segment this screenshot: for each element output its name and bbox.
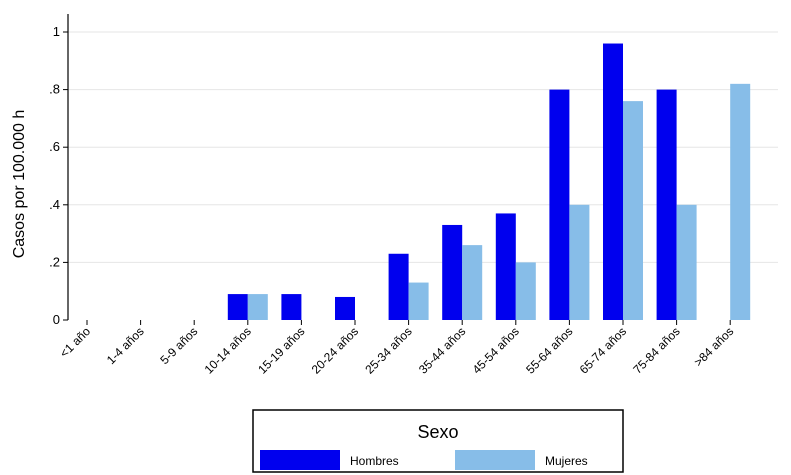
y-axis-label: Casos por 100.000 h — [11, 110, 28, 259]
legend-title: Sexo — [417, 422, 458, 442]
y-tick-label: .8 — [49, 82, 60, 97]
bars — [227, 43, 751, 321]
x-tick-label: >84 años — [691, 324, 736, 369]
x-axis-ticks: <1 año 1-4 años 5-9 años 10-14 años 15-19 añ… — [57, 320, 736, 377]
bar-mujeres-8 — [515, 262, 536, 320]
y-tick-label: .6 — [49, 139, 60, 154]
x-tick-label: 25-34 años — [362, 324, 414, 376]
x-tick-label: 1-4 años — [104, 324, 147, 367]
x-tick-label: 20-24 años — [309, 324, 361, 376]
bar-mujeres-7 — [462, 245, 483, 320]
bar-mujeres-12 — [730, 83, 751, 320]
bar-hombres-9 — [549, 89, 570, 320]
bar-hombres-4 — [281, 294, 302, 320]
x-tick-label: 10-14 años — [202, 324, 254, 376]
y-tick-label: 0 — [53, 312, 60, 327]
x-tick-label: 45-54 años — [470, 324, 522, 376]
legend-swatch-hombres — [260, 450, 340, 470]
bar-mujeres-11 — [676, 204, 697, 320]
x-tick-label: 65-74 años — [577, 324, 629, 376]
y-tick-label: .2 — [49, 254, 60, 269]
x-tick-label: 75-84 años — [630, 324, 682, 376]
legend-swatch-mujeres — [455, 450, 535, 470]
bar-mujeres-6 — [408, 282, 429, 320]
x-tick-label: 35-44 años — [416, 324, 468, 376]
legend: Sexo Hombres Mujeres — [252, 409, 624, 473]
x-tick-label: <1 año — [57, 324, 93, 360]
bar-hombres-10 — [603, 43, 623, 321]
bar-mujeres-9 — [569, 204, 590, 320]
y-tick-label: 1 — [53, 24, 60, 39]
y-tick-label: .4 — [49, 197, 60, 212]
x-tick-label: 15-19 años — [255, 324, 307, 376]
bar-hombres-8 — [495, 213, 516, 320]
y-axis-ticks: 0 .2 .4 .6 .8 1 — [49, 24, 68, 327]
bar-hombres-11 — [656, 89, 677, 320]
bar-hombres-6 — [388, 253, 409, 320]
x-tick-label: 5-9 años — [157, 324, 200, 367]
legend-label-hombres: Hombres — [350, 454, 399, 468]
bar-mujeres-10 — [623, 101, 643, 321]
bar-mujeres-3 — [247, 294, 268, 320]
legend-label-mujeres: Mujeres — [545, 454, 588, 468]
x-tick-label: 55-64 años — [523, 324, 575, 376]
bar-hombres-5 — [335, 296, 355, 320]
bar-hombres-7 — [442, 224, 463, 320]
bar-hombres-3 — [227, 294, 248, 320]
